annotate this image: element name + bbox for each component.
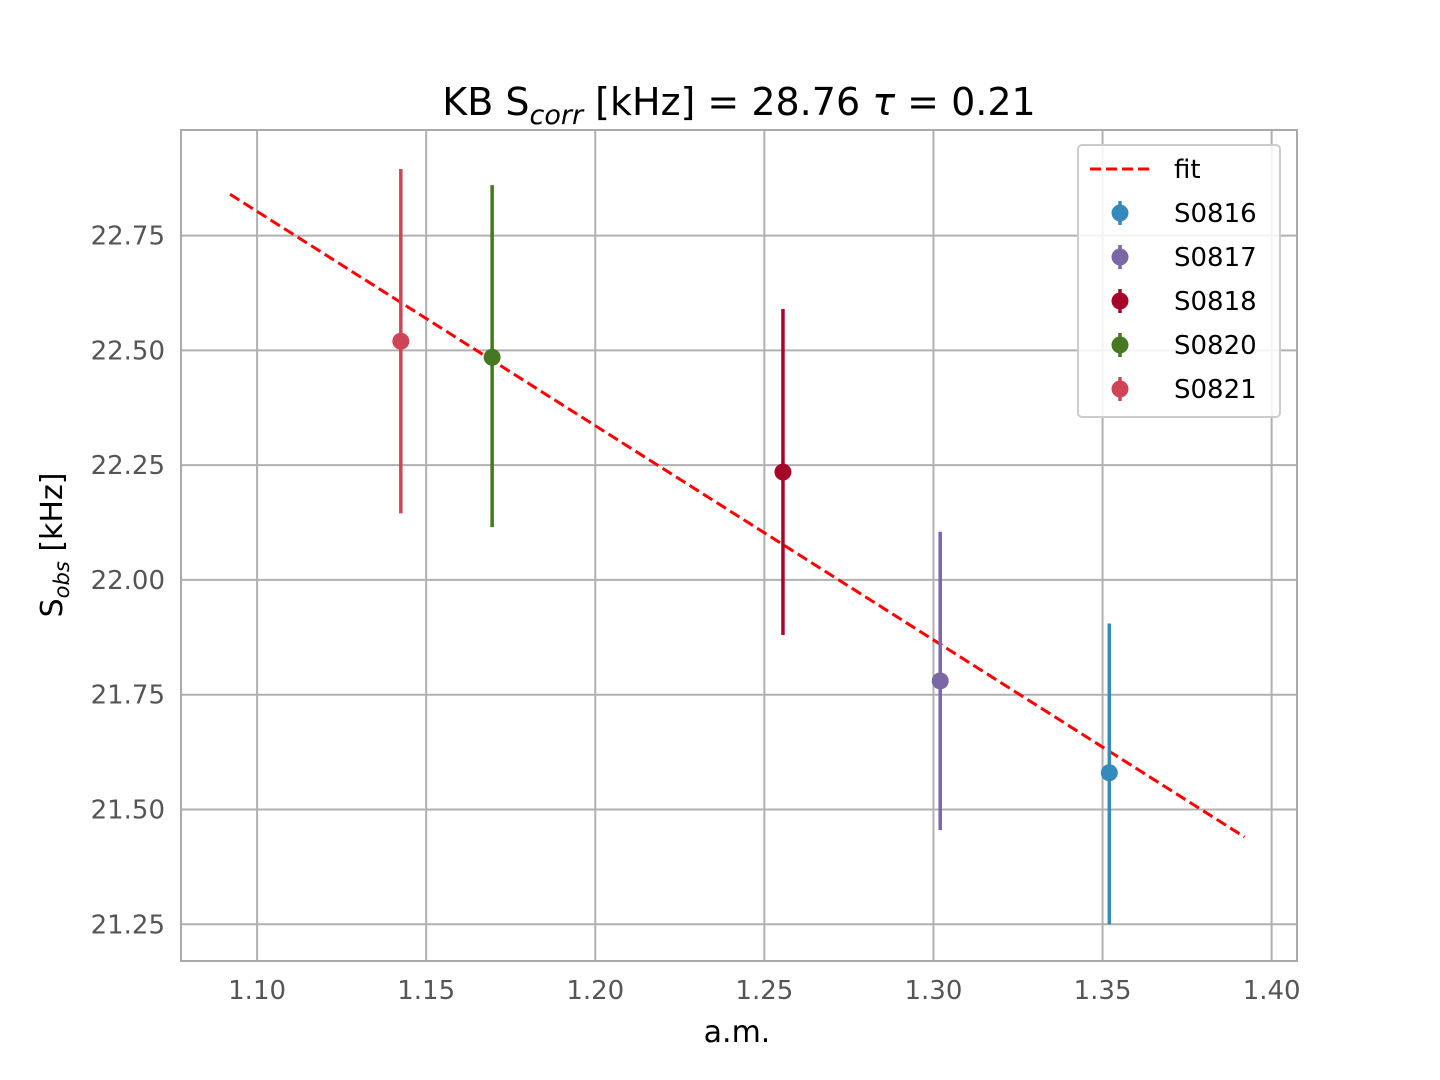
legend-swatch-marker	[1111, 248, 1129, 266]
legend-label-fit: fit	[1174, 155, 1201, 185]
x-axis-label: a.m.	[704, 1015, 771, 1050]
legend-label: S0820	[1174, 331, 1257, 361]
x-tick-label: 1.35	[1074, 976, 1132, 1006]
legend-swatch-marker	[1111, 336, 1129, 354]
y-axis-label-suffix: [kHz]	[35, 473, 70, 562]
y-axis-label-subscript: obs	[50, 561, 74, 598]
data-point	[483, 348, 501, 366]
legend-item-s0818: S0818	[1111, 287, 1257, 317]
data-point	[931, 672, 949, 690]
legend-label: S0821	[1174, 375, 1257, 405]
legend-item-s0820: S0820	[1111, 331, 1257, 361]
data-point	[774, 463, 792, 481]
title-middle: [kHz] = 28.76	[583, 80, 872, 124]
tick-labels: 1.10 1.15 1.20 1.25 1.30 1.35 1.40 21.25 21.50 21…	[91, 222, 1301, 1006]
legend-item-s0821: S0821	[1111, 375, 1257, 405]
y-tick-label: 21.25	[91, 910, 165, 940]
x-tick-label: 1.25	[735, 976, 793, 1006]
legend-items: fit S0816 S0817 S0818 S0820 S0821	[1090, 155, 1257, 405]
series-s0817	[931, 531, 949, 831]
data-point	[392, 332, 410, 350]
title-subscript: corr	[530, 100, 585, 131]
chart-title: KB Scorr [kHz] = 28.76 τ = 0.21	[442, 80, 1035, 131]
legend-item-s0817: S0817	[1111, 243, 1257, 273]
x-tick-label: 1.10	[228, 976, 286, 1006]
y-tick-label: 21.75	[91, 681, 165, 711]
legend-label: S0817	[1174, 243, 1257, 273]
x-tick-label: 1.20	[566, 976, 624, 1006]
x-tick-label: 1.15	[397, 976, 455, 1006]
x-tick-label: 1.40	[1243, 976, 1301, 1006]
legend: fit S0816 S0817 S0818 S0820 S0821	[1077, 144, 1281, 418]
legend-label: S0818	[1174, 287, 1257, 317]
data-point	[1100, 764, 1118, 782]
series-s0820	[483, 185, 501, 528]
y-tick-label: 21.50	[91, 795, 165, 825]
title-tau-symbol: τ	[872, 80, 896, 124]
data-points-layer	[392, 169, 1118, 925]
title-prefix: KB S	[442, 80, 529, 124]
y-tick-label: 22.25	[91, 451, 165, 481]
y-tick-label: 22.50	[91, 336, 165, 366]
legend-item-s0816: S0816	[1111, 199, 1257, 229]
title-suffix: = 0.21	[895, 80, 1036, 124]
y-axis-label-main: S	[35, 598, 70, 617]
y-tick-label: 22.75	[91, 222, 165, 252]
y-axis-label: Sobs [kHz]	[35, 473, 74, 618]
legend-swatch-marker	[1111, 380, 1129, 398]
y-tick-label: 22.00	[91, 566, 165, 596]
legend-swatch-marker	[1111, 204, 1129, 222]
x-tick-label: 1.30	[905, 976, 963, 1006]
series-s0816	[1100, 623, 1118, 925]
series-s0821	[392, 169, 410, 514]
plot-area-frame	[180, 129, 1298, 962]
series-s0818	[774, 309, 792, 636]
legend-swatch-marker	[1111, 292, 1129, 310]
legend-label: S0816	[1174, 199, 1257, 229]
